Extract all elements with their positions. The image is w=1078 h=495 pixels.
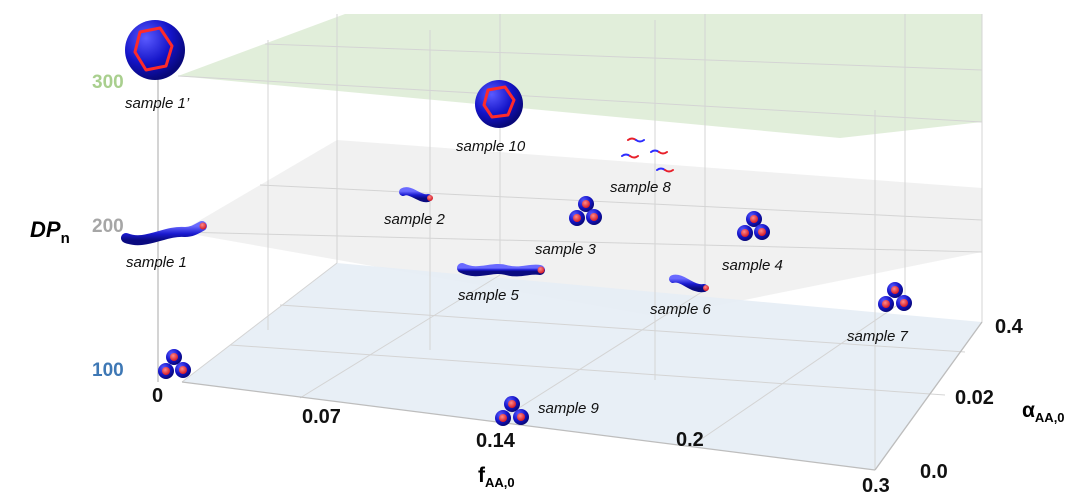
- dp-tick-100: 100: [92, 360, 124, 381]
- f-axis-label-sub: AA,0: [485, 475, 515, 490]
- f-tick-0.3: 0.3: [862, 475, 890, 495]
- sample-7-spheres-icon: [878, 282, 912, 312]
- sample-label: sample 5: [458, 287, 520, 304]
- sample-label: sample 3: [535, 241, 597, 258]
- alpha-tick-0.4: 0.4: [995, 316, 1024, 338]
- dp-axis-label-main: DP: [30, 217, 61, 242]
- sample-1-worm-icon: [121, 221, 207, 246]
- sample-6-worm-icon: [669, 274, 709, 293]
- alpha-axis-label-sub: AA,0: [1035, 410, 1065, 425]
- alpha-tick-0.0: 0.0: [920, 461, 948, 483]
- sample-label: sample 2: [384, 211, 446, 228]
- sample-3-spheres-icon: [569, 196, 602, 226]
- plane-dp-300: [178, 14, 982, 138]
- f-tick-0: 0: [152, 385, 163, 407]
- dp-tick-200: 200: [92, 216, 124, 237]
- sample-1-prime-vesicle-icon: [125, 20, 185, 80]
- plane-dp-100: [182, 263, 982, 470]
- f-axis-label-main: f: [478, 464, 486, 487]
- sample-8-unimers-icon: [621, 137, 674, 173]
- sample-5-worm-icon: [457, 263, 545, 277]
- f-axis-label: fAA,0: [478, 464, 515, 490]
- sample-label: sample 8: [610, 179, 672, 196]
- sample-label: sample 4: [722, 257, 783, 274]
- sample-9-spheres-icon: [495, 396, 529, 426]
- sample-4-spheres-icon: [737, 211, 770, 241]
- sample-label: sample 9: [538, 400, 600, 417]
- sample-label: sample 10: [456, 138, 526, 155]
- axis-lines: [157, 60, 983, 471]
- origin-spheres-icon: [158, 349, 191, 379]
- dp-axis-label-sub: n: [61, 230, 70, 247]
- sample-label: sample 1: [126, 254, 187, 271]
- grid-lines: [157, 14, 983, 471]
- f-tick-0.14: 0.14: [476, 430, 516, 452]
- f-tick-0.2: 0.2: [676, 429, 704, 451]
- sample-label: sample 1’: [125, 95, 190, 112]
- sample-2-worm-icon: [399, 187, 433, 203]
- alpha-axis-label: αAA,0: [1022, 399, 1065, 425]
- sample-label: sample 7: [847, 328, 909, 345]
- plane-dp-200: [180, 140, 982, 317]
- dp-axis-label: DPn: [30, 217, 70, 247]
- alpha-tick-0.02: 0.02: [955, 387, 994, 409]
- dp-tick-300: 300: [92, 72, 124, 93]
- sample-label: sample 6: [650, 301, 712, 318]
- f-tick-0.07: 0.07: [302, 406, 341, 428]
- alpha-axis-label-main: α: [1022, 399, 1035, 422]
- sample-10-vesicle-icon: [475, 80, 523, 128]
